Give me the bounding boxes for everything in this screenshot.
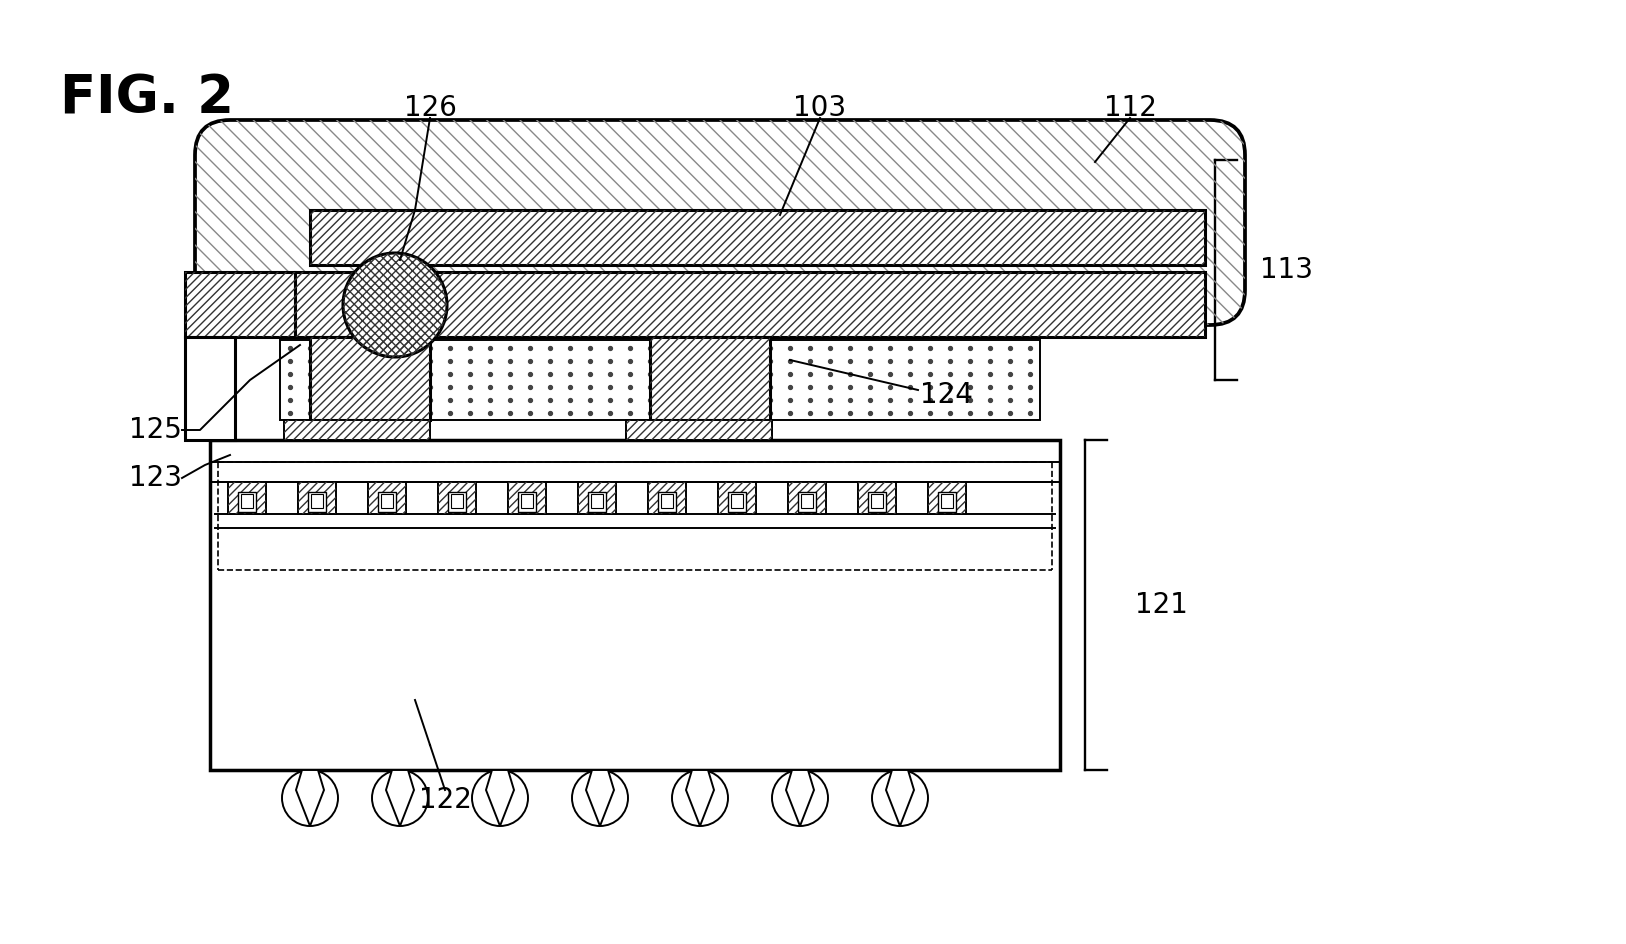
Circle shape bbox=[372, 770, 428, 826]
Bar bbox=[237, 492, 255, 512]
Circle shape bbox=[343, 253, 447, 357]
Bar bbox=[928, 482, 966, 514]
Bar bbox=[210, 440, 1060, 770]
Bar bbox=[928, 482, 966, 514]
Bar bbox=[859, 482, 896, 514]
Bar bbox=[659, 492, 676, 512]
Bar bbox=[649, 482, 686, 514]
Bar bbox=[450, 494, 463, 508]
Bar bbox=[650, 337, 771, 420]
Circle shape bbox=[572, 770, 628, 826]
Bar bbox=[650, 337, 771, 420]
Bar bbox=[590, 494, 603, 508]
Bar bbox=[649, 482, 686, 514]
Bar bbox=[280, 340, 1041, 420]
Polygon shape bbox=[686, 770, 714, 826]
Bar bbox=[520, 494, 533, 508]
Bar bbox=[298, 482, 337, 514]
Text: 121: 121 bbox=[1135, 591, 1189, 619]
Bar bbox=[437, 482, 476, 514]
Circle shape bbox=[281, 770, 338, 826]
Circle shape bbox=[472, 770, 528, 826]
Bar bbox=[185, 337, 236, 440]
Bar bbox=[311, 337, 429, 420]
Polygon shape bbox=[886, 770, 914, 826]
Bar bbox=[311, 337, 429, 420]
Circle shape bbox=[672, 770, 728, 826]
Bar bbox=[719, 482, 756, 514]
Bar bbox=[802, 494, 813, 508]
Bar bbox=[872, 494, 883, 508]
Bar bbox=[519, 492, 537, 512]
Bar bbox=[789, 482, 826, 514]
Bar bbox=[294, 272, 1205, 337]
Bar bbox=[449, 492, 467, 512]
Bar bbox=[662, 494, 673, 508]
Bar bbox=[285, 420, 429, 440]
Bar bbox=[626, 420, 772, 440]
Bar bbox=[859, 482, 896, 514]
Bar bbox=[732, 494, 743, 508]
Bar bbox=[228, 482, 267, 514]
Polygon shape bbox=[585, 770, 615, 826]
Text: 122: 122 bbox=[418, 786, 472, 814]
Bar bbox=[307, 492, 325, 512]
Bar bbox=[367, 482, 406, 514]
Bar bbox=[311, 210, 1205, 265]
Bar bbox=[241, 494, 254, 508]
Text: 125: 125 bbox=[128, 416, 182, 444]
Bar bbox=[507, 482, 546, 514]
Polygon shape bbox=[296, 770, 324, 826]
Circle shape bbox=[872, 770, 928, 826]
Polygon shape bbox=[785, 770, 815, 826]
Bar bbox=[798, 492, 816, 512]
Bar bbox=[589, 492, 606, 512]
Bar bbox=[311, 210, 1205, 265]
Bar bbox=[377, 492, 397, 512]
Bar bbox=[294, 272, 1205, 337]
Bar bbox=[507, 482, 546, 514]
Polygon shape bbox=[486, 770, 514, 826]
Bar bbox=[577, 482, 616, 514]
Bar bbox=[719, 482, 756, 514]
Bar bbox=[728, 492, 746, 512]
Polygon shape bbox=[385, 770, 415, 826]
Bar bbox=[228, 482, 267, 514]
Text: 124: 124 bbox=[920, 381, 972, 409]
Text: 103: 103 bbox=[793, 94, 847, 122]
Bar bbox=[626, 420, 772, 440]
Bar bbox=[789, 482, 826, 514]
Bar bbox=[185, 272, 294, 337]
Bar bbox=[311, 494, 324, 508]
Bar bbox=[577, 482, 616, 514]
Bar bbox=[380, 494, 393, 508]
Text: 126: 126 bbox=[403, 94, 457, 122]
Bar bbox=[298, 482, 337, 514]
Bar bbox=[938, 492, 956, 512]
Text: 112: 112 bbox=[1104, 94, 1156, 122]
Bar bbox=[285, 420, 429, 440]
Text: 123: 123 bbox=[128, 464, 182, 492]
Bar bbox=[868, 492, 886, 512]
FancyBboxPatch shape bbox=[195, 120, 1246, 325]
Bar bbox=[941, 494, 953, 508]
Bar bbox=[185, 272, 294, 337]
Bar bbox=[437, 482, 476, 514]
Circle shape bbox=[772, 770, 828, 826]
Text: FIG. 2: FIG. 2 bbox=[60, 72, 234, 124]
Bar bbox=[367, 482, 406, 514]
Text: 113: 113 bbox=[1260, 256, 1314, 284]
